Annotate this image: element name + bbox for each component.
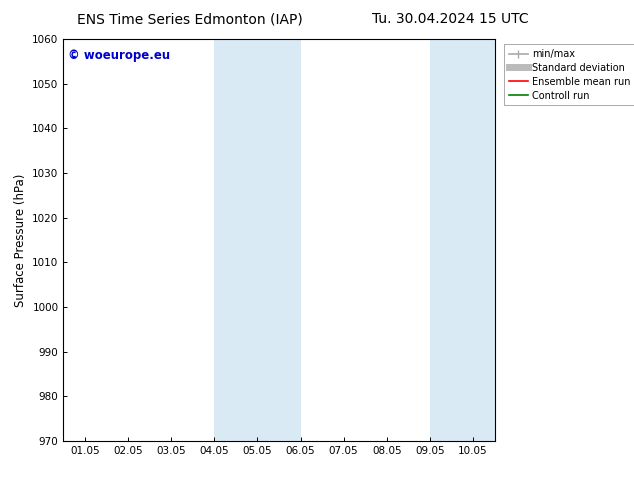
- Text: Tu. 30.04.2024 15 UTC: Tu. 30.04.2024 15 UTC: [372, 12, 529, 26]
- Bar: [214, 39, 301, 441]
- Legend: min/max, Standard deviation, Ensemble mean run, Controll run: min/max, Standard deviation, Ensemble me…: [503, 44, 634, 105]
- Y-axis label: Surface Pressure (hPa): Surface Pressure (hPa): [14, 173, 27, 307]
- Bar: [430, 39, 495, 441]
- Text: ENS Time Series Edmonton (IAP): ENS Time Series Edmonton (IAP): [77, 12, 303, 26]
- Text: © woeurope.eu: © woeurope.eu: [68, 49, 170, 62]
